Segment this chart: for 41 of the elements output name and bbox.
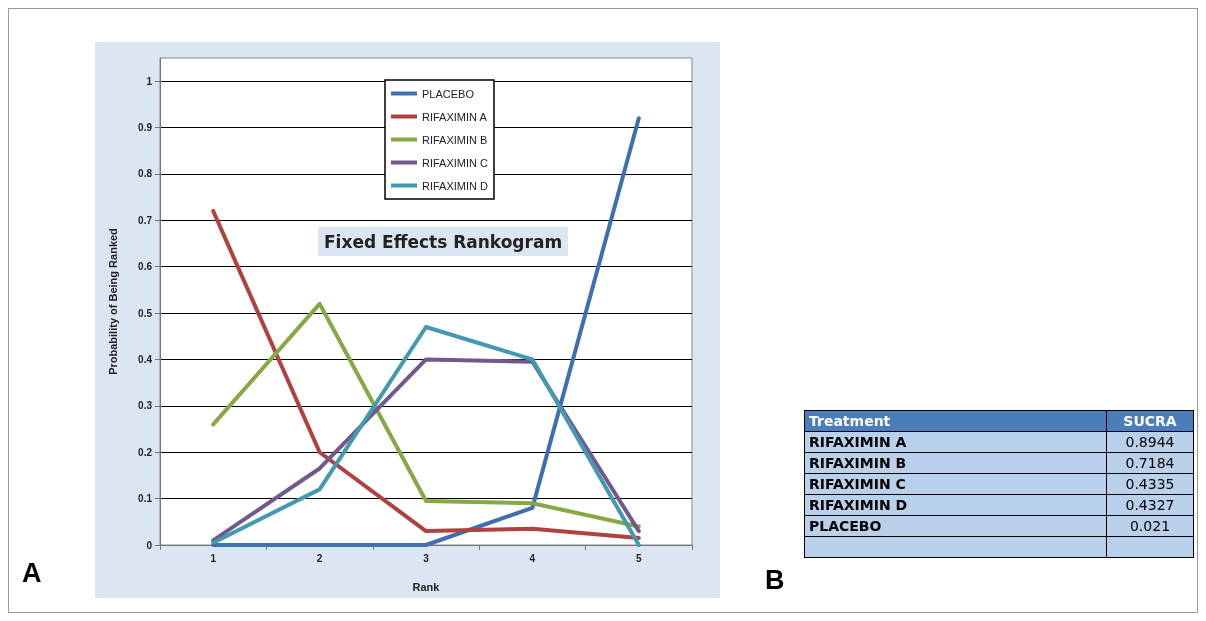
category-label: RIFAXIMIN A	[804, 431, 1107, 453]
y-tick-label: 1	[146, 75, 153, 87]
legend-label: RIFAXIMIN D	[422, 179, 489, 192]
text: B	[765, 565, 785, 596]
y-tick-label: 0.2	[138, 446, 153, 458]
y-tick-label: 0.6	[138, 261, 153, 273]
category-label: RIFAXIMIN C	[804, 473, 1107, 495]
legend-label: RIFAXIMIN C	[422, 156, 489, 169]
y-tick-label: 0.4	[138, 353, 153, 365]
y-tick-label: 0.3	[138, 400, 153, 412]
line-series	[211, 325, 641, 547]
y-tick-label: 0.1	[138, 493, 153, 505]
data-label: 0.4335	[1106, 473, 1194, 495]
category-label: RIFAXIMIN B	[804, 452, 1107, 474]
category-label: PLACEBO	[804, 515, 1107, 537]
x-tick-label: 2	[316, 552, 323, 564]
data-label: 0.4327	[1106, 494, 1194, 516]
x-tick-label: 4	[529, 552, 536, 564]
x-axis-title: Rank	[412, 580, 441, 593]
legend-label: RIFAXIMIN B	[422, 133, 488, 146]
text: SUCRA	[1106, 410, 1194, 432]
y-tick-label: 0	[146, 539, 153, 551]
category-label: RIFAXIMIN D	[804, 494, 1107, 516]
data-label: 0.021	[1106, 515, 1194, 537]
data-label: 0.8944	[1106, 431, 1194, 453]
y-tick-label: 0.9	[138, 122, 153, 134]
text: A	[22, 558, 42, 589]
x-tick-label: 5	[636, 552, 643, 564]
text: Fixed Effects Rankogram	[324, 231, 563, 252]
x-tick-label: 3	[423, 552, 430, 564]
line-series	[211, 301, 641, 529]
line-series	[211, 209, 641, 541]
legend-label: PLACEBO	[422, 87, 475, 100]
x-tick-label: 1	[210, 552, 217, 564]
y-axis-title: Probability of Being Ranked	[106, 228, 119, 375]
text: Treatment	[804, 410, 1107, 432]
y-tick-label: 0.7	[138, 214, 153, 226]
legend-label: RIFAXIMIN A	[422, 110, 488, 123]
data-label: 0.7184	[1106, 452, 1194, 474]
y-tick-label: 0.5	[138, 307, 153, 319]
y-tick-label: 0.8	[138, 168, 153, 180]
